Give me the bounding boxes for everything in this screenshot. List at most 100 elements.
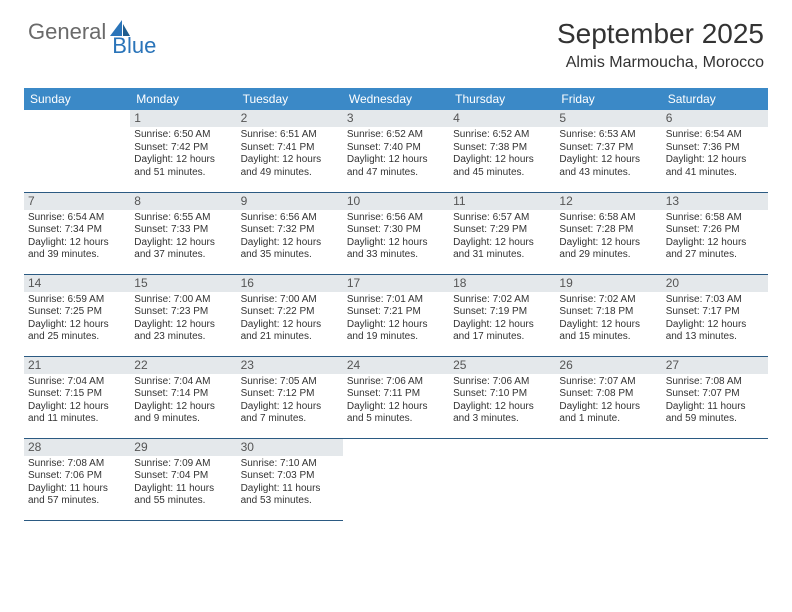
day-d2: and 59 minutes. — [666, 413, 764, 426]
day-ss: Sunset: 7:26 PM — [666, 224, 764, 237]
week-row: 1Sunrise: 6:50 AMSunset: 7:42 PMDaylight… — [24, 110, 768, 192]
day-d1: Daylight: 12 hours — [453, 154, 551, 167]
day-d2: and 35 minutes. — [241, 249, 339, 262]
day-ss: Sunset: 7:03 PM — [241, 470, 339, 483]
day-number: 17 — [343, 275, 449, 292]
day-ss: Sunset: 7:14 PM — [134, 388, 232, 401]
weekday-header-row: Sunday Monday Tuesday Wednesday Thursday… — [24, 88, 768, 110]
day-sr: Sunrise: 6:56 AM — [241, 212, 339, 225]
day-sr: Sunrise: 6:56 AM — [347, 212, 445, 225]
day-d1: Daylight: 12 hours — [453, 319, 551, 332]
day-ss: Sunset: 7:11 PM — [347, 388, 445, 401]
day-ss: Sunset: 7:12 PM — [241, 388, 339, 401]
day-cell: 15Sunrise: 7:00 AMSunset: 7:23 PMDayligh… — [130, 274, 236, 356]
day-d1: Daylight: 11 hours — [241, 483, 339, 496]
day-d2: and 17 minutes. — [453, 331, 551, 344]
day-d2: and 55 minutes. — [134, 495, 232, 508]
day-d2: and 39 minutes. — [28, 249, 126, 262]
day-cell: 23Sunrise: 7:05 AMSunset: 7:12 PMDayligh… — [237, 356, 343, 438]
day-number: 11 — [449, 193, 555, 210]
day-ss: Sunset: 7:21 PM — [347, 306, 445, 319]
day-number: 2 — [237, 110, 343, 127]
day-number: 13 — [662, 193, 768, 210]
day-d1: Daylight: 12 hours — [134, 237, 232, 250]
day-ss: Sunset: 7:04 PM — [134, 470, 232, 483]
day-d1: Daylight: 12 hours — [134, 154, 232, 167]
day-cell: 21Sunrise: 7:04 AMSunset: 7:15 PMDayligh… — [24, 356, 130, 438]
day-cell: 18 Sunrise: 7:02 AMSunset: 7:19 PMDayligh… — [449, 274, 555, 356]
weekday-header: Thursday — [449, 88, 555, 110]
day-d2: and 11 minutes. — [28, 413, 126, 426]
day-sr: Sunrise: 7:06 AM — [453, 376, 551, 389]
day-ss: Sunset: 7:18 PM — [559, 306, 657, 319]
day-number: 18 — [449, 275, 555, 292]
day-number: 26 — [555, 357, 661, 374]
day-number: 19 — [555, 275, 661, 292]
day-sr: Sunrise: 7:05 AM — [241, 376, 339, 389]
day-d2: and 5 minutes. — [347, 413, 445, 426]
day-number: 1 — [130, 110, 236, 127]
week-row: 14Sunrise: 6:59 AMSunset: 7:25 PMDayligh… — [24, 274, 768, 356]
day-cell — [662, 438, 768, 520]
day-cell: 11Sunrise: 6:57 AMSunset: 7:29 PMDayligh… — [449, 192, 555, 274]
day-cell: 28Sunrise: 7:08 AMSunset: 7:06 PMDayligh… — [24, 438, 130, 520]
day-number: 12 — [555, 193, 661, 210]
weekday-header: Tuesday — [237, 88, 343, 110]
day-cell: 24Sunrise: 7:06 AMSunset: 7:11 PMDayligh… — [343, 356, 449, 438]
day-sr: Sunrise: 7:02 AM — [559, 294, 657, 307]
day-number: 29 — [130, 439, 236, 456]
day-d2: and 51 minutes. — [134, 167, 232, 180]
day-d2: and 19 minutes. — [347, 331, 445, 344]
day-number: 25 — [449, 357, 555, 374]
day-cell: 7Sunrise: 6:54 AMSunset: 7:34 PMDaylight… — [24, 192, 130, 274]
day-cell: 3Sunrise: 6:52 AMSunset: 7:40 PMDaylight… — [343, 110, 449, 192]
day-ss: Sunset: 7:37 PM — [559, 142, 657, 155]
day-cell: 16Sunrise: 7:00 AMSunset: 7:22 PMDayligh… — [237, 274, 343, 356]
day-d2: and 25 minutes. — [28, 331, 126, 344]
week-row: 7Sunrise: 6:54 AMSunset: 7:34 PMDaylight… — [24, 192, 768, 274]
day-d1: Daylight: 12 hours — [559, 401, 657, 414]
day-cell: 5Sunrise: 6:53 AMSunset: 7:37 PMDaylight… — [555, 110, 661, 192]
day-sr: Sunrise: 7:00 AM — [241, 294, 339, 307]
calendar-table: Sunday Monday Tuesday Wednesday Thursday… — [24, 88, 768, 521]
day-d1: Daylight: 12 hours — [347, 237, 445, 250]
week-row: 21Sunrise: 7:04 AMSunset: 7:15 PMDayligh… — [24, 356, 768, 438]
day-ss: Sunset: 7:34 PM — [28, 224, 126, 237]
day-d2: and 13 minutes. — [666, 331, 764, 344]
day-ss: Sunset: 7:22 PM — [241, 306, 339, 319]
day-cell: 26Sunrise: 7:07 AMSunset: 7:08 PMDayligh… — [555, 356, 661, 438]
weekday-header: Wednesday — [343, 88, 449, 110]
day-d1: Daylight: 11 hours — [134, 483, 232, 496]
day-sr: Sunrise: 7:02 AM — [453, 294, 551, 307]
day-d1: Daylight: 12 hours — [347, 154, 445, 167]
day-number: 8 — [130, 193, 236, 210]
day-d2: and 31 minutes. — [453, 249, 551, 262]
week-row: 28Sunrise: 7:08 AMSunset: 7:06 PMDayligh… — [24, 438, 768, 520]
day-sr: Sunrise: 6:55 AM — [134, 212, 232, 225]
title-block: September 2025 Almis Marmoucha, Morocco — [557, 18, 764, 72]
day-sr: Sunrise: 6:59 AM — [28, 294, 126, 307]
day-d1: Daylight: 12 hours — [666, 319, 764, 332]
day-cell: 2Sunrise: 6:51 AMSunset: 7:41 PMDaylight… — [237, 110, 343, 192]
day-sr: Sunrise: 6:53 AM — [559, 129, 657, 142]
day-number: 23 — [237, 357, 343, 374]
day-number: 7 — [24, 193, 130, 210]
day-ss: Sunset: 7:19 PM — [453, 306, 551, 319]
day-ss: Sunset: 7:23 PM — [134, 306, 232, 319]
day-sr: Sunrise: 7:04 AM — [134, 376, 232, 389]
day-sr: Sunrise: 7:07 AM — [559, 376, 657, 389]
day-d1: Daylight: 12 hours — [347, 401, 445, 414]
day-d2: and 43 minutes. — [559, 167, 657, 180]
day-d1: Daylight: 12 hours — [134, 401, 232, 414]
weekday-header: Saturday — [662, 88, 768, 110]
day-d2: and 9 minutes. — [134, 413, 232, 426]
day-d2: and 3 minutes. — [453, 413, 551, 426]
day-d2: and 57 minutes. — [28, 495, 126, 508]
day-cell — [449, 438, 555, 520]
day-d1: Daylight: 12 hours — [28, 401, 126, 414]
day-ss: Sunset: 7:30 PM — [347, 224, 445, 237]
day-d1: Daylight: 12 hours — [28, 237, 126, 250]
weekday-header: Friday — [555, 88, 661, 110]
day-ss: Sunset: 7:17 PM — [666, 306, 764, 319]
day-d2: and 21 minutes. — [241, 331, 339, 344]
